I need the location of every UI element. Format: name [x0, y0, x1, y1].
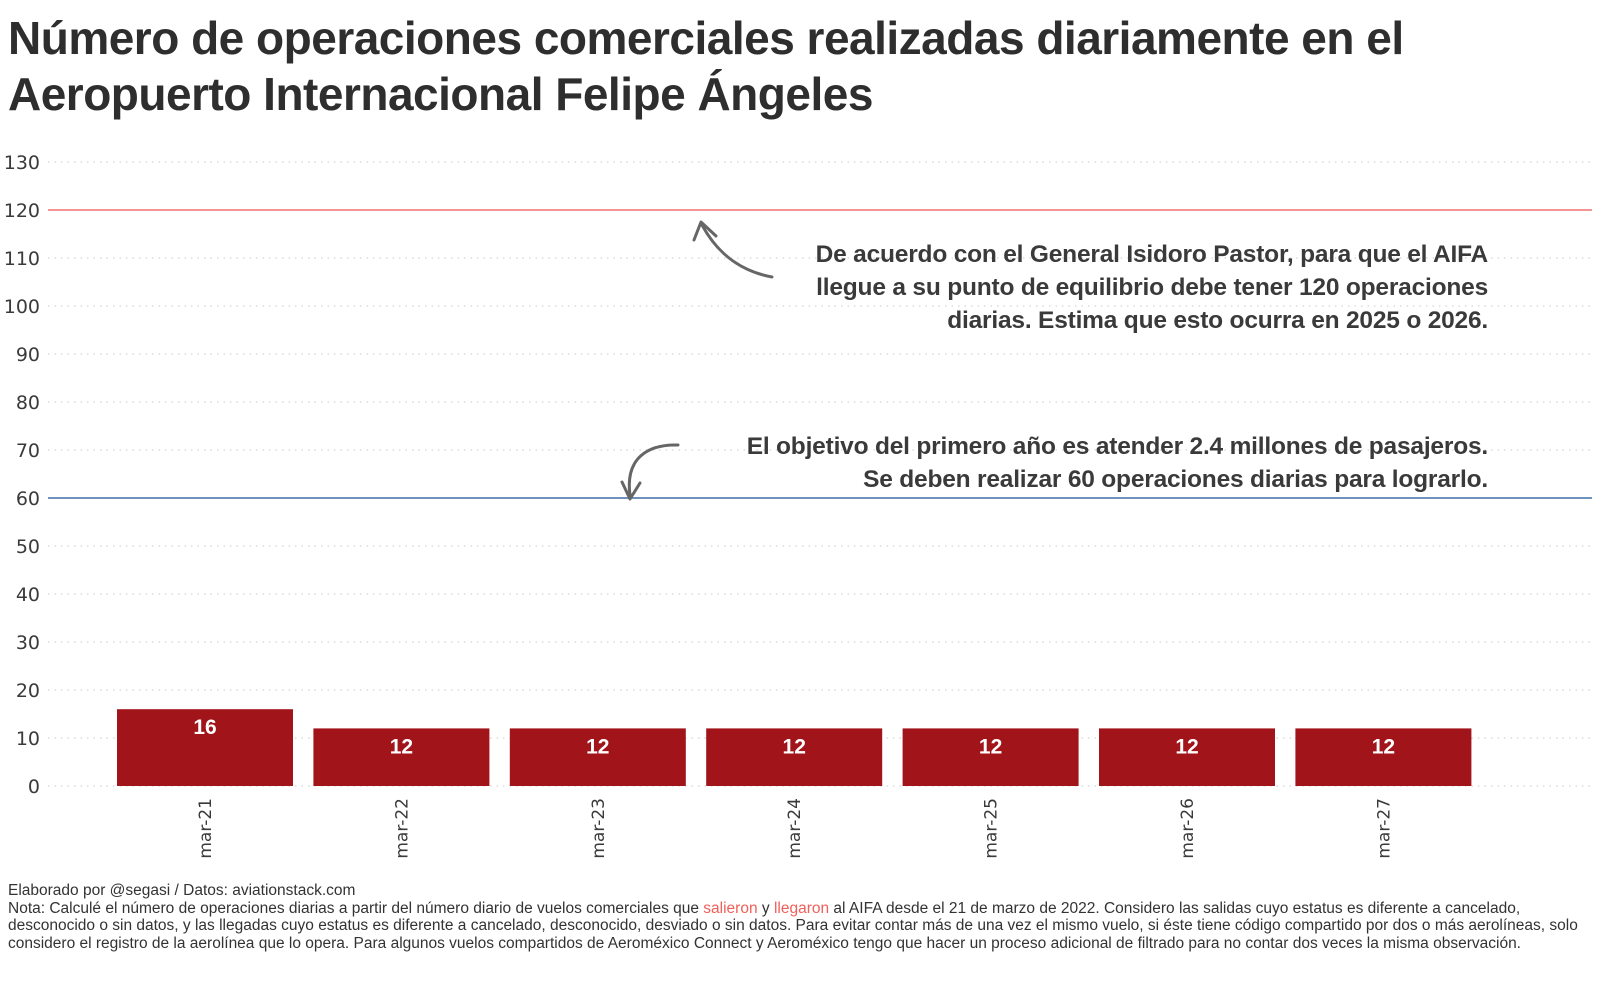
y-tick-label: 70 [16, 440, 40, 462]
note-text: Nota: Calculé el número de operaciones d… [8, 900, 1593, 953]
annotation-60-line: Se deben realizar 60 operaciones diarias… [863, 466, 1488, 493]
y-tick-label: 0 [28, 776, 40, 798]
bar-data-label: 12 [1372, 735, 1395, 758]
y-tick-label: 60 [16, 488, 40, 510]
reference-lines [48, 209, 1592, 499]
annotation-60: El objetivo del primero año es atender 2… [628, 430, 1489, 496]
y-axis-ticks: 0 10 20 30 40 50 60 70 80 90 100 110 120 130 [4, 152, 40, 798]
annotation-120: De acuerdo con el General Isidoro Pastor… [728, 238, 1489, 337]
note-suffix: al AIFA desde el 21 de marzo de 2022. Co… [8, 899, 1578, 952]
bar [117, 709, 293, 786]
x-tick-label: mar-22 [392, 798, 412, 859]
note-prefix: Nota: Calculé el número de operaciones d… [8, 899, 704, 917]
bar [706, 728, 883, 786]
x-tick-label: mar-23 [589, 798, 609, 859]
y-tick-label: 40 [16, 584, 40, 606]
x-tick-label: mar-27 [1374, 798, 1394, 859]
x-tick-label: mar-21 [196, 798, 216, 859]
x-tick-label: mar-26 [1178, 798, 1198, 859]
bar [509, 728, 686, 786]
y-tick-label: 50 [16, 536, 40, 558]
bar [902, 728, 1079, 786]
bar-data-label: 12 [979, 735, 1002, 758]
y-tick-label: 90 [16, 344, 40, 366]
annotation-120-line: llegue a su punto de equilibrio debe ten… [816, 274, 1488, 301]
bar-data-label: 12 [586, 735, 609, 758]
bar-data-label: 12 [783, 735, 806, 758]
y-tick-label: 30 [16, 632, 40, 654]
bar [1099, 728, 1275, 786]
bar-data-label: 12 [390, 735, 413, 758]
bar [313, 728, 490, 786]
y-tick-label: 80 [16, 392, 40, 414]
credit-text: Elaborado por @segasi / Datos: aviations… [8, 882, 356, 899]
arrow-to-60-icon [627, 443, 680, 497]
y-tick-label: 100 [4, 296, 40, 318]
arrow-to-120-head-icon [692, 220, 718, 242]
arrow-to-120-icon [700, 223, 774, 279]
y-tick-label: 10 [16, 728, 40, 750]
annotation-120-line: De acuerdo con el General Isidoro Pastor… [815, 241, 1489, 268]
bars [117, 709, 1472, 786]
bar-data-labels: 16 12 12 12 12 12 12 [193, 716, 1395, 758]
x-tick-label: mar-24 [785, 798, 805, 859]
note-highlight-salieron: salieron [703, 899, 758, 917]
annotation-arrows [620, 220, 774, 501]
y-tick-label: 130 [4, 152, 40, 174]
y-tick-label: 110 [4, 248, 40, 270]
note-highlight-llegaron: llegaron [773, 899, 830, 917]
note-mid: y [757, 899, 774, 917]
x-axis-ticks: mar-21 mar-22 mar-23 mar-24 mar-25 mar-26 mar-… [196, 798, 1394, 859]
y-tick-label: 120 [4, 200, 40, 222]
annotation-120-line: diarias. Estima que esto ocurra en 2025 … [947, 307, 1488, 334]
bar-data-label: 12 [1175, 735, 1198, 758]
bar [1295, 728, 1472, 786]
chart-title: Número de operaciones comerciales realiz… [8, 12, 1404, 120]
y-tick-label: 20 [16, 680, 40, 702]
annotation-60-line: El objetivo del primero año es atender 2… [746, 433, 1489, 460]
footer: Elaborado por @segasi / Datos: aviations… [8, 882, 1593, 952]
bar-data-label: 16 [193, 716, 216, 739]
arrow-to-60-head-icon [620, 480, 642, 501]
x-tick-label: mar-25 [982, 798, 1002, 859]
